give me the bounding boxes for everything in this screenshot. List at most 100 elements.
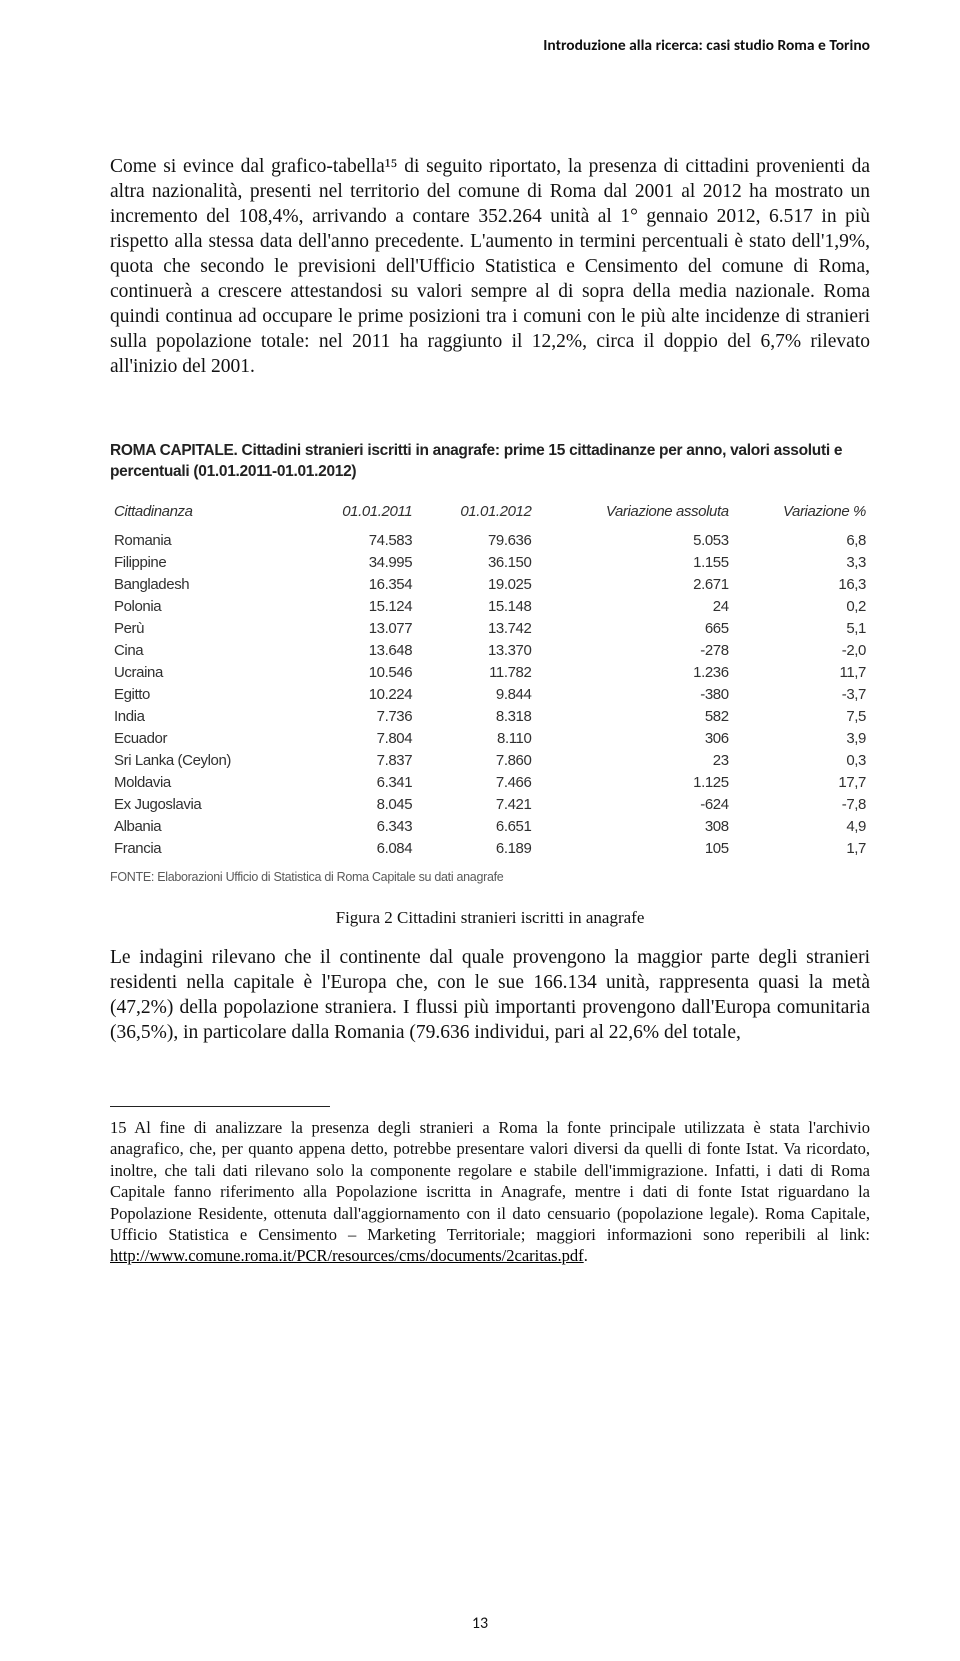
table-row: Albania6.3436.6513084,9 [110,816,870,838]
table-cell: 13.077 [299,618,417,640]
table-cell: 4,9 [733,816,870,838]
table-cell: 5.053 [535,530,732,552]
table-cell: 9.844 [416,684,535,706]
table-cell: 7,5 [733,706,870,728]
paragraph-1: Come si evince dal grafico-tabella¹⁵ di … [110,155,870,380]
footnote-link[interactable]: http://www.comune.roma.it/PCR/resources/… [110,1246,584,1265]
table-row: Sri Lanka (Ceylon)7.8377.860230,3 [110,750,870,772]
table-cell: 1.125 [535,772,732,794]
table-cell: 24 [535,596,732,618]
table-cell: 306 [535,728,732,750]
table-title: ROMA CAPITALE. Cittadini stranieri iscri… [110,440,870,483]
table-cell: 582 [535,706,732,728]
table-cell: 6.341 [299,772,417,794]
table-cell: 7.421 [416,794,535,816]
table-cell: 7.837 [299,750,417,772]
table-cell: 3,9 [733,728,870,750]
table-cell: 79.636 [416,530,535,552]
table-cell: 308 [535,816,732,838]
table-cell: Egitto [110,684,299,706]
table-cell: 6.084 [299,838,417,860]
table-cell: Cina [110,640,299,662]
table-cell: 23 [535,750,732,772]
table-cell: 16,3 [733,574,870,596]
col-var-pct: Variazione % [733,497,870,530]
table-cell: Sri Lanka (Ceylon) [110,750,299,772]
table-cell: 3,3 [733,552,870,574]
table-cell: Ucraina [110,662,299,684]
table-cell: 17,7 [733,772,870,794]
table-cell: -2,0 [733,640,870,662]
table-cell: 13.742 [416,618,535,640]
table-cell: 0,2 [733,596,870,618]
table-cell: 0,3 [733,750,870,772]
table-cell: India [110,706,299,728]
table-cell: Bangladesh [110,574,299,596]
table-row: Perù13.07713.7426655,1 [110,618,870,640]
table-cell: 1.155 [535,552,732,574]
table-row: Ecuador7.8048.1103063,9 [110,728,870,750]
table-cell: 8.110 [416,728,535,750]
table-cell: 36.150 [416,552,535,574]
table-cell: 16.354 [299,574,417,596]
table-row: Filippine34.99536.1501.1553,3 [110,552,870,574]
table-cell: 1.236 [535,662,732,684]
footnote-15: 15 Al fine di analizzare la presenza deg… [110,1117,870,1267]
table-cell: 19.025 [416,574,535,596]
footnote-text: Al fine di analizzare la presenza degli … [110,1118,870,1244]
table-cell: 6.189 [416,838,535,860]
table-cell: -7,8 [733,794,870,816]
table-cell: Moldavia [110,772,299,794]
table-row: Francia6.0846.1891051,7 [110,838,870,860]
table-row: Romania74.58379.6365.0536,8 [110,530,870,552]
table-cell: 6.651 [416,816,535,838]
table-cell: 7.860 [416,750,535,772]
table-cell: 5,1 [733,618,870,640]
table-cell: 10.546 [299,662,417,684]
table-row: India7.7368.3185827,5 [110,706,870,728]
table-row: Ucraina10.54611.7821.23611,7 [110,662,870,684]
table-cell: -278 [535,640,732,662]
col-var-abs: Variazione assoluta [535,497,732,530]
table-cell: 8.318 [416,706,535,728]
page-number: 13 [0,1614,960,1633]
table-row: Ex Jugoslavia8.0457.421-624-7,8 [110,794,870,816]
table-cell: -380 [535,684,732,706]
table-cell: Ecuador [110,728,299,750]
table-cell: 105 [535,838,732,860]
col-2012: 01.01.2012 [416,497,535,530]
table-cell: 74.583 [299,530,417,552]
table-row: Moldavia6.3417.4661.12517,7 [110,772,870,794]
table-cell: 2.671 [535,574,732,596]
paragraph-2: Le indagini rilevano che il continente d… [110,946,870,1046]
col-cittadinanza: Cittadinanza [110,497,299,530]
running-header: Introduzione alla ricerca: casi studio R… [110,36,870,55]
col-2011: 01.01.2011 [299,497,417,530]
table-row: Cina13.64813.370-278-2,0 [110,640,870,662]
table-row: Polonia15.12415.148240,2 [110,596,870,618]
table-cell: 15.124 [299,596,417,618]
table-cell: 665 [535,618,732,640]
footnote-number: 15 [110,1118,127,1137]
table-cell: -3,7 [733,684,870,706]
table-cell: Polonia [110,596,299,618]
footnote-separator [110,1106,330,1107]
table-cell: 10.224 [299,684,417,706]
table-cell: Francia [110,838,299,860]
table-cell: 34.995 [299,552,417,574]
citizenship-table: Cittadinanza 01.01.2011 01.01.2012 Varia… [110,497,870,860]
table-cell: 11.782 [416,662,535,684]
table-cell: 13.370 [416,640,535,662]
table-cell: Albania [110,816,299,838]
table-cell: Romania [110,530,299,552]
table-cell: Filippine [110,552,299,574]
table-cell: 6.343 [299,816,417,838]
table-cell: 7.804 [299,728,417,750]
table-cell: Perù [110,618,299,640]
table-cell: 7.736 [299,706,417,728]
table-cell: 8.045 [299,794,417,816]
table-cell: -624 [535,794,732,816]
table-cell: 6,8 [733,530,870,552]
table-row: Egitto10.2249.844-380-3,7 [110,684,870,706]
table-source: FONTE: Elaborazioni Ufficio di Statistic… [110,870,870,884]
